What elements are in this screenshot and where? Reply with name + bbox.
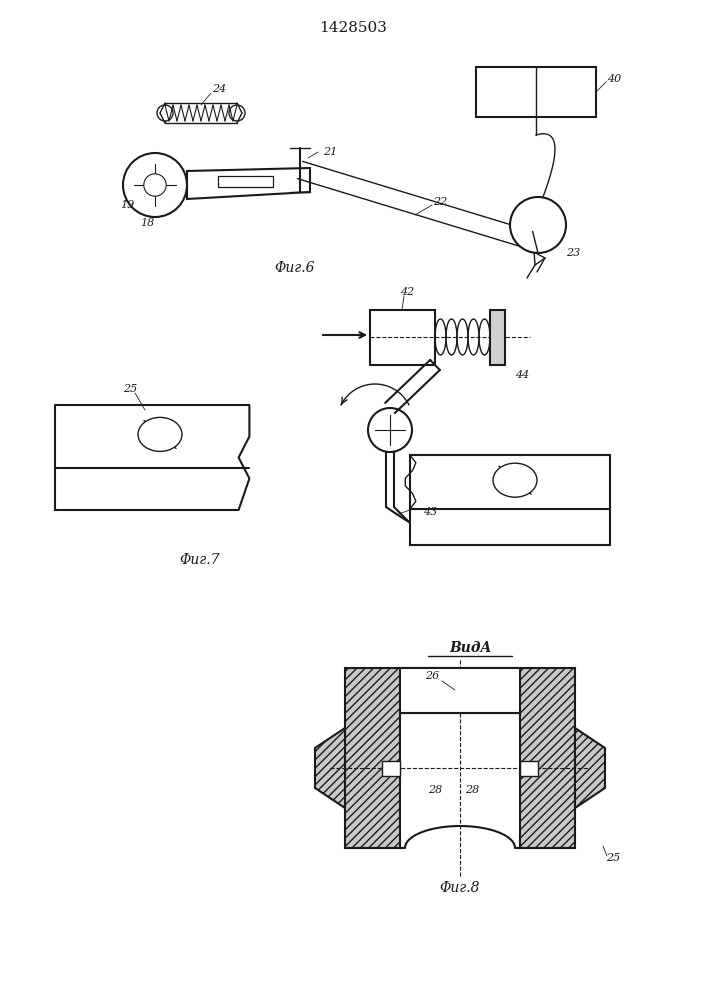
Circle shape — [229, 105, 245, 121]
Text: 18: 18 — [140, 218, 154, 228]
Bar — [382, 761, 400, 776]
Polygon shape — [315, 728, 345, 808]
Circle shape — [157, 105, 173, 121]
Text: 25: 25 — [123, 384, 137, 394]
Text: 23: 23 — [566, 248, 580, 258]
Circle shape — [368, 408, 412, 452]
Text: 28: 28 — [428, 785, 442, 795]
Bar — [520, 761, 538, 776]
Text: 1428503: 1428503 — [320, 21, 387, 35]
Text: 21: 21 — [323, 147, 337, 157]
Text: Φиг.6: Φиг.6 — [275, 261, 315, 275]
Text: 28: 28 — [465, 785, 479, 795]
Bar — [218, 176, 273, 187]
Text: 25: 25 — [606, 853, 620, 863]
Polygon shape — [400, 713, 520, 853]
Circle shape — [510, 197, 566, 253]
Bar — [490, 310, 505, 365]
Text: ВидA: ВидA — [449, 641, 491, 655]
Text: 40: 40 — [607, 74, 621, 84]
Polygon shape — [575, 728, 605, 808]
Text: Φиг.7: Φиг.7 — [180, 553, 221, 567]
Text: 42: 42 — [400, 287, 414, 297]
Polygon shape — [345, 826, 575, 848]
Bar — [370, 310, 435, 365]
Bar — [410, 455, 610, 545]
Ellipse shape — [493, 463, 537, 497]
Text: 24: 24 — [212, 84, 226, 94]
Circle shape — [123, 153, 187, 217]
Circle shape — [144, 174, 166, 196]
Ellipse shape — [138, 417, 182, 451]
Bar — [400, 668, 520, 713]
Bar — [165, 103, 237, 123]
Text: 22: 22 — [433, 197, 447, 207]
Polygon shape — [187, 168, 310, 199]
Text: 26: 26 — [425, 671, 439, 681]
Text: 19: 19 — [120, 200, 134, 210]
Bar — [476, 67, 596, 117]
Polygon shape — [345, 668, 575, 848]
Text: Φиг.8: Φиг.8 — [440, 881, 480, 895]
Text: 43: 43 — [423, 507, 437, 517]
Text: 44: 44 — [515, 370, 529, 380]
